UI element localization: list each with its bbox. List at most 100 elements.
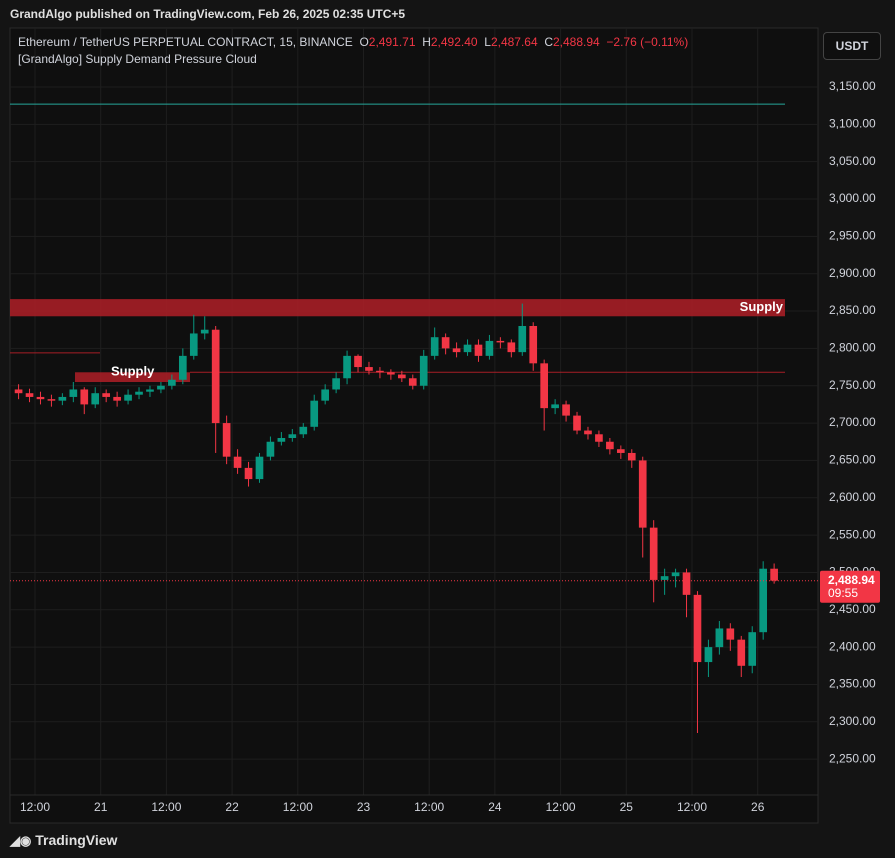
candle-body: [69, 389, 78, 397]
candle-body: [562, 404, 570, 416]
candle-body: [649, 527, 658, 580]
x-tick-label: 12:00: [151, 800, 181, 814]
y-tick-label: 2,350.00: [829, 677, 876, 691]
candle-body: [25, 393, 34, 397]
candle-body: [244, 467, 253, 480]
x-tick-label: 12:00: [677, 800, 707, 814]
y-tick-label: 2,550.00: [829, 527, 876, 541]
candle-body: [573, 415, 581, 431]
candle-body: [452, 348, 461, 353]
y-tick-label: 3,150.00: [829, 79, 876, 93]
y-tick-label: 2,600.00: [829, 490, 876, 504]
candle-body: [638, 460, 647, 528]
candle-body: [146, 389, 154, 392]
candle-body: [222, 423, 231, 457]
candle-body: [102, 393, 111, 397]
y-tick-label: 2,650.00: [829, 453, 876, 467]
candle-body: [277, 438, 286, 442]
candle-body: [441, 337, 450, 349]
candle-body: [299, 426, 308, 435]
countdown-label: 09:55: [828, 586, 858, 600]
candle-body: [474, 344, 483, 356]
legend-low: 2,487.64: [490, 35, 538, 49]
y-tick-label: 2,400.00: [829, 639, 876, 653]
candle-body: [343, 355, 351, 379]
candle-body: [540, 363, 549, 409]
x-tick-label: 24: [488, 800, 502, 814]
brand-text: TradingView: [35, 832, 118, 848]
candle-body: [47, 399, 56, 401]
candle-body: [715, 628, 724, 648]
candle-body: [135, 391, 143, 395]
y-tick-label: 2,900.00: [829, 266, 876, 280]
candle-body: [321, 389, 330, 401]
candle-body: [189, 333, 198, 356]
candle-body: [430, 337, 439, 356]
y-tick-label: 3,000.00: [829, 191, 876, 205]
candle-body: [606, 441, 614, 450]
candle-body: [113, 396, 121, 401]
candle-body: [168, 379, 176, 386]
currency-button[interactable]: USDT: [823, 32, 881, 60]
supply-zone: [75, 372, 190, 382]
plot-area: [9, 27, 819, 824]
y-tick-label: 3,100.00: [829, 117, 876, 131]
candle-body: [507, 342, 516, 353]
candle-body: [726, 628, 735, 640]
x-tick-label: 12:00: [546, 800, 576, 814]
candle-body: [616, 449, 625, 453]
legend-l: L: [484, 35, 491, 49]
zone-label: Supply: [111, 364, 155, 379]
candle-body: [397, 374, 406, 379]
legend-c: C: [544, 35, 553, 49]
symbol: Ethereum / TetherUS PERPETUAL CONTRACT, …: [18, 35, 353, 49]
candle-body: [419, 355, 428, 386]
y-tick-label: 2,250.00: [829, 751, 876, 765]
y-tick-label: 2,450.00: [829, 602, 876, 616]
x-tick-label: 26: [751, 800, 765, 814]
x-tick-label: 25: [620, 800, 634, 814]
last-price-label: 2,488.94: [828, 573, 875, 587]
candle-body: [332, 378, 340, 390]
candle-body: [157, 385, 165, 390]
candle-body: [310, 400, 319, 427]
legend-h: H: [422, 35, 431, 49]
candle-body: [288, 434, 297, 439]
y-tick-label: 2,800.00: [829, 341, 876, 355]
candle-body: [14, 389, 23, 394]
published-line: GrandAlgo published on TradingView.com, …: [10, 7, 406, 21]
x-tick-label: 12:00: [414, 800, 444, 814]
candle-body: [91, 393, 100, 405]
candle-body: [693, 594, 702, 663]
x-tick-label: 12:00: [20, 800, 50, 814]
candle-body: [376, 370, 384, 373]
x-tick-label: 12:00: [283, 800, 313, 814]
legend-line: Ethereum / TetherUS PERPETUAL CONTRACT, …: [18, 35, 688, 49]
legend-open: 2,491.71: [368, 35, 416, 49]
candle-body: [485, 340, 494, 356]
candle-body: [266, 441, 275, 457]
last-price-box: [820, 570, 880, 603]
candle-body: [124, 394, 132, 401]
candle-body: [759, 568, 768, 633]
y-tick-label: 3,050.00: [829, 154, 876, 168]
x-tick-label: 21: [94, 800, 108, 814]
y-tick-label: 2,850.00: [829, 303, 876, 317]
legend-change: −2.76 (−0.11%): [606, 35, 689, 49]
indicator-name[interactable]: [GrandAlgo] Supply Demand Pressure Cloud: [18, 52, 257, 66]
candle-body: [387, 372, 395, 375]
y-tick-label: 2,750.00: [829, 378, 876, 392]
candle-body: [704, 647, 713, 663]
y-tick-label: 2,950.00: [829, 229, 876, 243]
zone-label: Supply: [740, 299, 784, 314]
candle-body: [36, 396, 45, 400]
candle-body: [584, 430, 592, 435]
candle-body: [551, 404, 559, 409]
candle-body: [496, 340, 505, 343]
candle-body: [671, 572, 680, 577]
y-tick-label: 2,700.00: [829, 415, 876, 429]
candle-body: [660, 576, 669, 580]
legend-high: 2,492.40: [430, 35, 478, 49]
candle-body: [365, 367, 373, 371]
